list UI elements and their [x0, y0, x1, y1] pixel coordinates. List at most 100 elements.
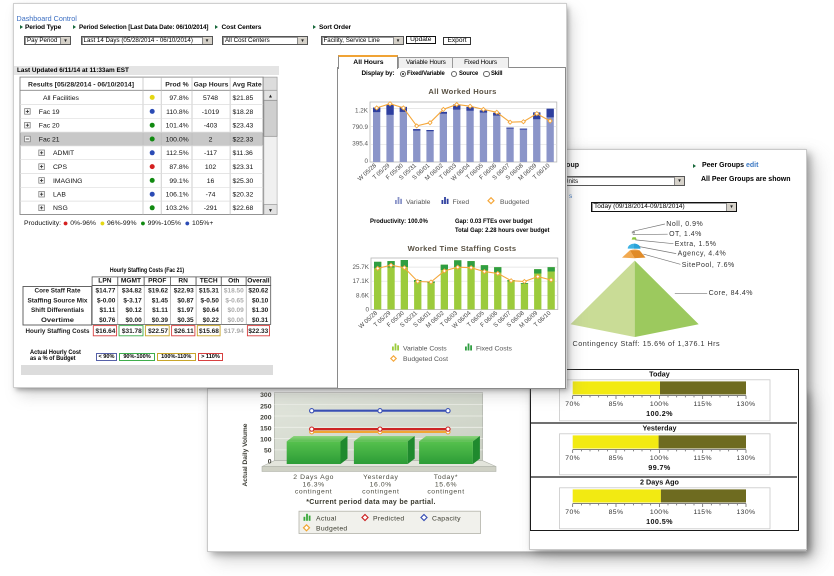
- svg-text:$22.33: $22.33: [233, 136, 254, 143]
- svg-text:$17.94: $17.94: [224, 328, 244, 335]
- svg-text:$0.09: $0.09: [228, 307, 245, 314]
- svg-text:$22.68: $22.68: [233, 205, 254, 212]
- svg-text:$1.11: $1.11: [99, 307, 115, 314]
- svg-text:*Current period data may be pa: *Current period data may be partial.: [306, 499, 435, 506]
- svg-text:Fixed Costs: Fixed Costs: [476, 346, 512, 353]
- svg-text:99.7%: 99.7%: [648, 463, 671, 472]
- svg-text:Agency, 4.4%: Agency, 4.4%: [678, 251, 727, 258]
- svg-text:Fac 21: Fac 21: [39, 136, 60, 143]
- svg-text:LAB: LAB: [53, 191, 66, 198]
- svg-text:$14.77: $14.77: [96, 288, 116, 295]
- svg-text:100%: 100%: [650, 455, 669, 462]
- svg-text:Contingency Staff: 15.6% of 1,: Contingency Staff: 15.6% of 1,376.1 Hrs: [573, 339, 721, 348]
- svg-text:$20.32: $20.32: [233, 191, 254, 198]
- svg-text:100.2%: 100.2%: [646, 409, 673, 418]
- svg-text:50: 50: [264, 448, 272, 455]
- svg-text:0: 0: [366, 307, 370, 314]
- svg-text:$0.31: $0.31: [252, 317, 269, 324]
- svg-text:Actual Daily Volume: Actual Daily Volume: [242, 423, 249, 486]
- svg-text:Noll, 0.9%: Noll, 0.9%: [666, 221, 703, 228]
- svg-text:100.0%: 100.0%: [166, 136, 189, 143]
- svg-text:8.6K: 8.6K: [356, 292, 370, 299]
- svg-text:Hourly Staffing Costs: Hourly Staffing Costs: [26, 328, 90, 335]
- svg-text:Yesterday: Yesterday: [363, 474, 398, 481]
- svg-text:$20.62: $20.62: [248, 288, 268, 295]
- svg-text:0: 0: [268, 459, 272, 466]
- svg-text:$0.76: $0.76: [99, 317, 116, 324]
- svg-text:$0.10: $0.10: [252, 297, 269, 304]
- svg-text:97.8%: 97.8%: [169, 94, 188, 101]
- svg-text:102: 102: [205, 164, 217, 171]
- svg-text:$22.93: $22.93: [174, 288, 194, 295]
- svg-text:101.4%: 101.4%: [166, 122, 189, 129]
- svg-text:Gap Hours: Gap Hours: [194, 81, 229, 88]
- svg-text:$-0.65: $-0.65: [225, 297, 244, 304]
- svg-text:$22.57: $22.57: [148, 328, 168, 335]
- svg-text:$-0.00: $-0.00: [97, 297, 116, 304]
- svg-text:106.1%: 106.1%: [166, 191, 189, 198]
- svg-text:Prod %: Prod %: [165, 81, 188, 88]
- svg-text:100%: 100%: [650, 509, 669, 516]
- svg-text:$1.11: $1.11: [152, 307, 168, 314]
- svg-text:$0.12: $0.12: [126, 307, 143, 314]
- svg-text:Actual: Actual: [316, 515, 337, 522]
- svg-text:Core, 84.4%: Core, 84.4%: [709, 290, 753, 297]
- svg-text:Overall: Overall: [247, 278, 270, 285]
- svg-text:2: 2: [209, 136, 213, 143]
- svg-text:$34.82: $34.82: [122, 288, 142, 295]
- svg-text:85%: 85%: [609, 509, 624, 516]
- svg-text:16.3%: 16.3%: [302, 481, 324, 488]
- svg-text:85%: 85%: [609, 455, 624, 462]
- svg-text:1.2K: 1.2K: [355, 108, 369, 115]
- svg-text:100.5%: 100.5%: [646, 517, 673, 526]
- svg-text:TECH: TECH: [200, 278, 218, 285]
- svg-text:112.5%: 112.5%: [166, 150, 189, 157]
- svg-text:$1.30: $1.30: [252, 307, 269, 314]
- svg-text:87.8%: 87.8%: [169, 164, 188, 171]
- svg-text:contingent: contingent: [295, 489, 332, 496]
- svg-text:Variable Costs: Variable Costs: [403, 346, 447, 353]
- svg-text:130%: 130%: [737, 401, 756, 408]
- svg-text:contingent: contingent: [362, 489, 399, 496]
- svg-text:Budgeted: Budgeted: [316, 526, 348, 533]
- svg-text:790.9: 790.9: [352, 124, 368, 131]
- svg-text:CPS: CPS: [53, 164, 67, 171]
- svg-text:$0.22: $0.22: [203, 317, 220, 324]
- svg-text:130%: 130%: [737, 455, 756, 462]
- svg-text:RN: RN: [178, 278, 188, 285]
- svg-text:150: 150: [260, 425, 272, 432]
- svg-text:$1.45: $1.45: [152, 297, 169, 304]
- svg-text:250: 250: [260, 403, 272, 410]
- svg-text:$15.68: $15.68: [199, 328, 219, 335]
- svg-text:$11.36: $11.36: [233, 150, 254, 157]
- svg-text:16.0%: 16.0%: [370, 481, 392, 488]
- svg-text:2 Days Ago: 2 Days Ago: [293, 474, 334, 481]
- svg-text:$19.62: $19.62: [148, 288, 168, 295]
- svg-text:115%: 115%: [693, 509, 711, 516]
- svg-text:99.1%: 99.1%: [169, 177, 188, 184]
- svg-text:Oth: Oth: [228, 278, 239, 285]
- svg-text:Predicted: Predicted: [373, 515, 404, 522]
- svg-text:$25.30: $25.30: [233, 177, 254, 184]
- svg-text:Fixed: Fixed: [453, 199, 470, 206]
- svg-text:-117: -117: [204, 150, 217, 157]
- svg-text:Shift Differentials: Shift Differentials: [31, 307, 84, 314]
- svg-text:Core Staff Rate: Core Staff Rate: [35, 288, 81, 295]
- svg-text:PROF: PROF: [148, 278, 166, 285]
- svg-text:70%: 70%: [565, 401, 580, 408]
- svg-text:contingent: contingent: [427, 489, 464, 496]
- svg-text:All Facilities: All Facilities: [43, 94, 79, 101]
- svg-text:Budgeted Cost: Budgeted Cost: [403, 356, 448, 363]
- svg-text:Variable: Variable: [406, 199, 431, 206]
- svg-text:MGMT: MGMT: [121, 278, 141, 285]
- svg-text:115%: 115%: [693, 455, 711, 462]
- svg-text:$31.78: $31.78: [122, 328, 142, 335]
- svg-text:0: 0: [364, 158, 368, 165]
- svg-text:70%: 70%: [565, 509, 580, 516]
- svg-text:130%: 130%: [737, 509, 756, 516]
- svg-text:Budgeted: Budgeted: [500, 199, 529, 206]
- svg-text:Results [05/28/2014 - 06/10/20: Results [05/28/2014 - 06/10/2014]: [28, 81, 134, 88]
- svg-text:LPN: LPN: [98, 278, 111, 285]
- svg-text:100%: 100%: [650, 401, 669, 408]
- svg-text:Extra, 1.5%: Extra, 1.5%: [675, 241, 717, 248]
